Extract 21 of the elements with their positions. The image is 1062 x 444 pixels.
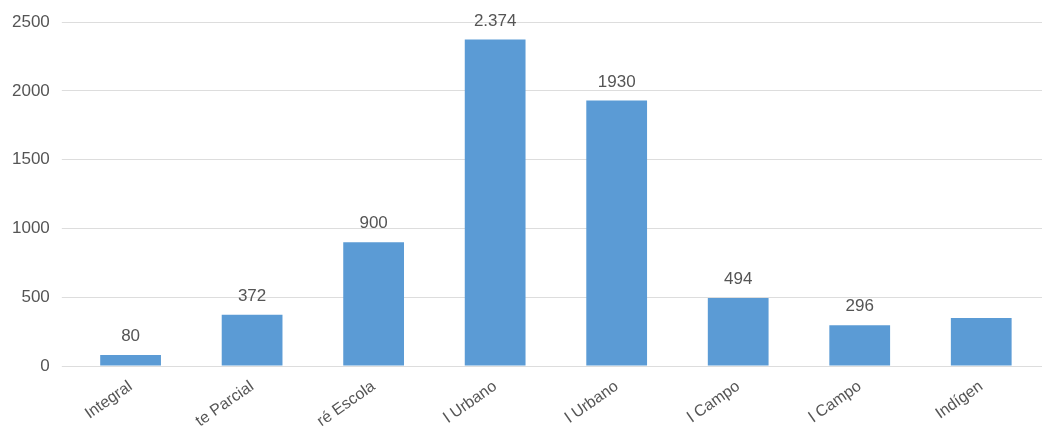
data-label: 494 bbox=[724, 269, 753, 289]
y-tick-label: 2500 bbox=[11, 11, 50, 31]
data-label: 296 bbox=[845, 296, 874, 316]
bar bbox=[829, 325, 891, 366]
data-label: 2.374 bbox=[473, 10, 517, 30]
y-tick-label: 0 bbox=[40, 355, 50, 375]
bar bbox=[221, 314, 283, 366]
bar bbox=[100, 355, 161, 366]
bar bbox=[707, 298, 769, 366]
bar bbox=[343, 242, 405, 366]
bar bbox=[586, 100, 648, 366]
y-tick-label: 500 bbox=[21, 286, 50, 306]
data-label: 372 bbox=[237, 286, 267, 306]
bar bbox=[950, 317, 1012, 366]
y-tick-label: 1000 bbox=[11, 218, 50, 238]
y-tick-label: 2000 bbox=[11, 80, 50, 100]
y-tick-label: 1500 bbox=[11, 149, 50, 169]
data-label: 1930 bbox=[597, 71, 636, 91]
data-label: 900 bbox=[359, 213, 388, 233]
bar bbox=[464, 39, 526, 366]
data-label: 80 bbox=[121, 326, 141, 346]
